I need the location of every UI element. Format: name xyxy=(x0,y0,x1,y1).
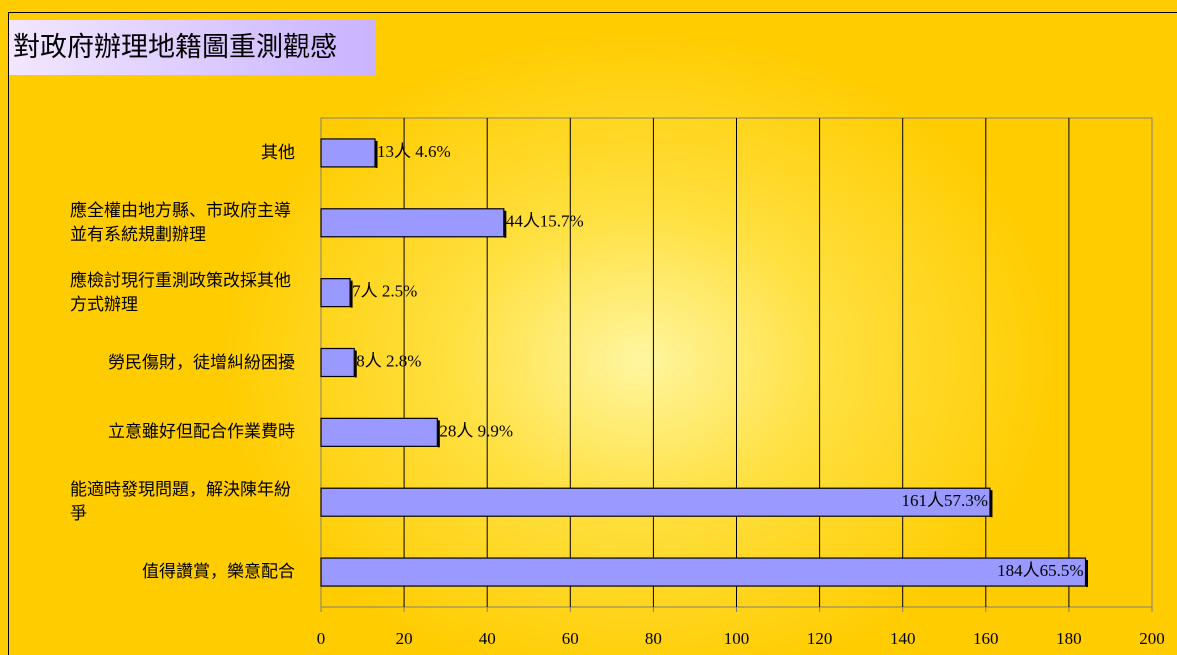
value-label: 13人 4.6% xyxy=(377,142,451,161)
category-label: 能適時發現問題，解決陳年紛爭 xyxy=(55,462,295,542)
category-text: 其他 xyxy=(261,142,295,163)
category-text: 值得讚賞，樂意配合 xyxy=(142,562,295,583)
category-text: 勞民傷財，徒增糾紛困擾 xyxy=(108,352,295,373)
chart-title: 對政府辦理地籍圖重測觀感 xyxy=(9,20,376,75)
bar xyxy=(320,278,351,308)
category-label: 應全權由地方縣、市政府主導並有系統規劃辦理 xyxy=(55,183,295,263)
category-label: 勞民傷財，徒增糾紛困擾 xyxy=(55,323,295,403)
category-text: 立意雖好但配合作業費時 xyxy=(108,422,295,443)
bar xyxy=(320,208,505,238)
value-label: 161人57.3% xyxy=(902,491,988,510)
bar xyxy=(320,557,1087,587)
x-tick-label: 80 xyxy=(645,629,662,648)
x-tick-label: 140 xyxy=(890,629,916,648)
bar xyxy=(320,347,355,378)
x-tick-label: 0 xyxy=(317,629,326,648)
x-tick-label: 40 xyxy=(479,629,496,648)
category-label: 值得讚賞，樂意配合 xyxy=(55,532,295,612)
value-label: 7人 2.5% xyxy=(352,282,417,301)
x-tick-label: 160 xyxy=(973,629,999,648)
frame xyxy=(8,12,1177,655)
x-tick-label: 180 xyxy=(1056,629,1082,648)
category-label: 應檢討現行重測政策改採其他方式辦理 xyxy=(55,253,295,333)
x-tick-label: 200 xyxy=(1139,629,1165,648)
category-label: 其他 xyxy=(55,113,295,193)
value-label: 184人65.5% xyxy=(997,561,1083,580)
bar xyxy=(320,417,438,447)
x-tick-label: 20 xyxy=(396,629,413,648)
value-label: 28人 9.9% xyxy=(439,421,513,440)
value-label: 44人15.7% xyxy=(506,212,584,231)
bar xyxy=(320,138,376,168)
category-text: 能適時發現問題，解決陳年紛爭 xyxy=(70,480,291,525)
category-label: 立意雖好但配合作業費時 xyxy=(55,392,295,472)
category-text: 應全權由地方縣、市政府主導並有系統規劃辦理 xyxy=(70,200,291,245)
x-tick-label: 120 xyxy=(807,629,833,648)
x-tick-label: 100 xyxy=(724,629,750,648)
bar xyxy=(320,487,991,517)
x-tick-label: 60 xyxy=(562,629,579,648)
category-text: 應檢討現行重測政策改採其他方式辦理 xyxy=(70,270,291,315)
value-label: 8人 2.8% xyxy=(356,351,421,370)
